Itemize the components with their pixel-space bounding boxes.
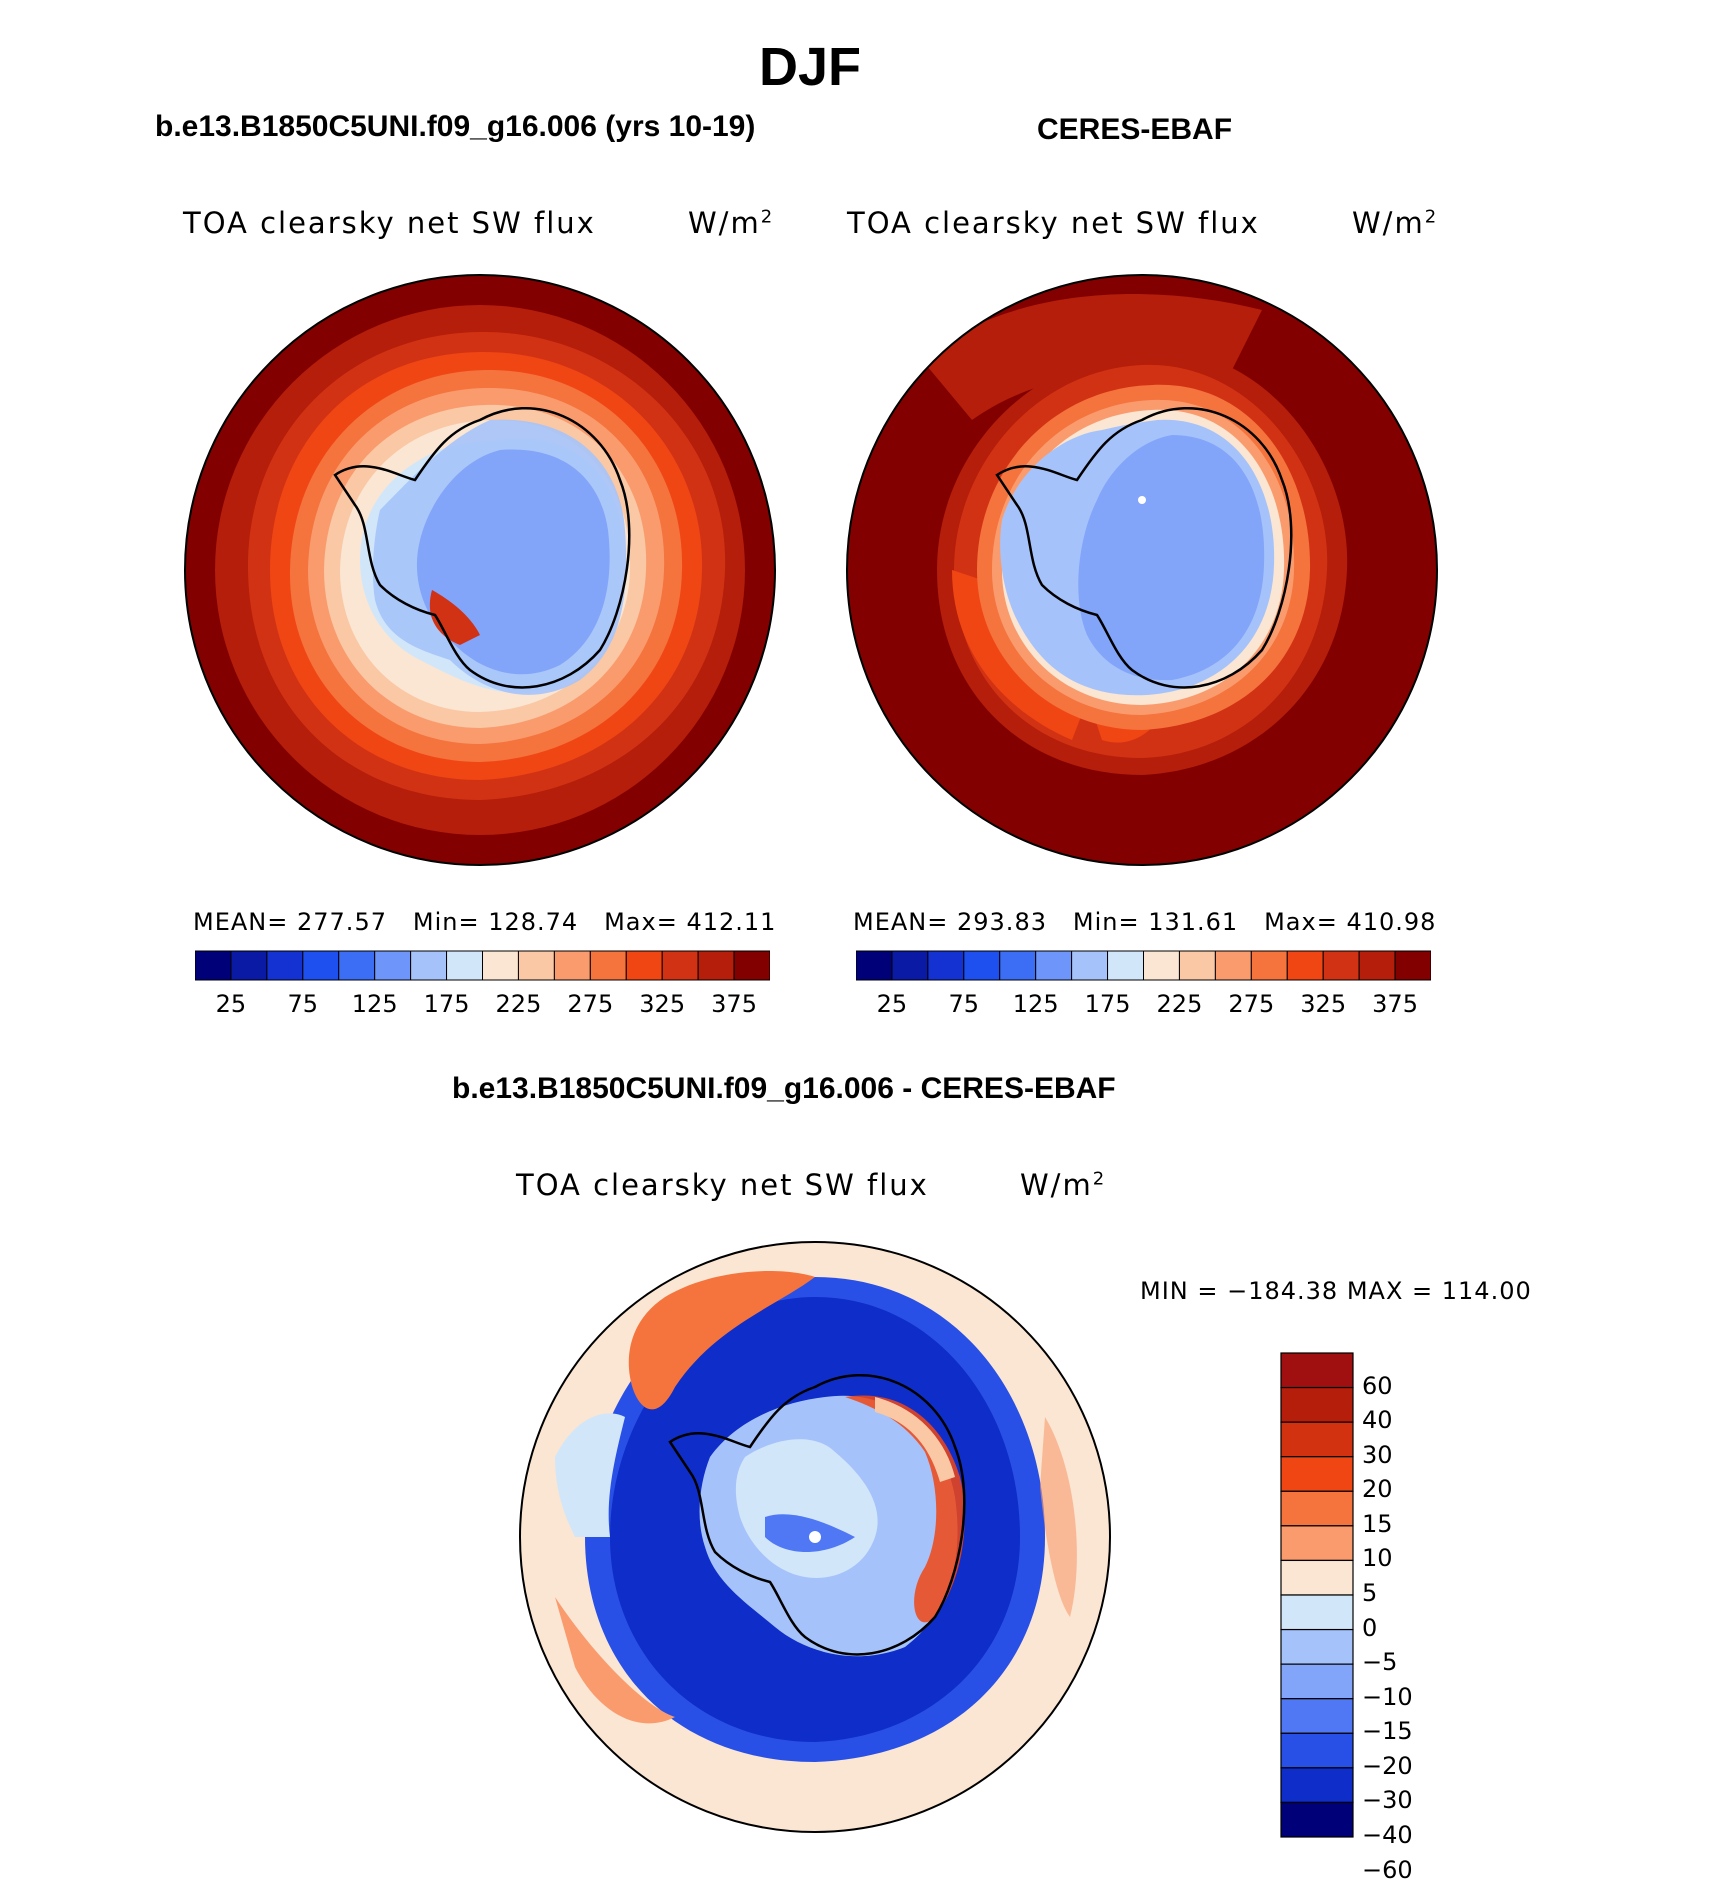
model-colorbar [195,950,770,981]
colorbar-tick-label: 5 [1362,1579,1378,1607]
model-colorbar-ticks: 25 75 125 175 225 275 325 375 [195,990,770,1020]
diff-colorbar-ticks: 60 40 30 20 15 10 5 0 −5 −10 −15 −20 −30 −40 −60 [1362,1352,1482,1884]
colorbar-tick-label: 10 [1362,1544,1393,1573]
colorbar-tick-label: 75 [948,990,980,1018]
colorbar-swatch [1035,950,1073,981]
colorbar-tick-label: 40 [1362,1406,1393,1435]
colorbar-tick-label: 125 [351,990,398,1018]
colorbar-tick-label: 275 [567,990,614,1018]
colorbar-tick-label: 175 [423,990,470,1018]
colorbar-swatch [589,950,627,981]
colorbar-swatch [1280,1594,1354,1631]
obs-colorbar-ticks: 25 75 125 175 225 275 325 375 [856,990,1431,1020]
colorbar-swatch [338,950,376,981]
obs-colorbar [856,950,1431,981]
colorbar-swatch [1214,950,1252,981]
model-stats: MEAN= 277.57 Min= 128.74 Max= 412.11 [193,908,777,936]
colorbar-tick-label: 275 [1228,990,1275,1018]
colorbar-tick-label: −10 [1362,1682,1413,1711]
colorbar-swatch [1280,1352,1354,1389]
colorbar-swatch [999,950,1037,981]
colorbar-tick-label: 60 [1362,1371,1393,1400]
colorbar-tick-label: 375 [711,990,757,1018]
colorbar-tick-label: 225 [1156,990,1203,1018]
figure-title: DJF [758,37,861,97]
obs-units-label: W/m2 [1352,206,1439,240]
colorbar-tick-label: −5 [1362,1648,1398,1677]
colorbar-swatch [625,950,663,981]
colorbar-swatch [1071,950,1109,981]
colorbar-swatch [1280,1525,1354,1562]
colorbar-tick-label: −20 [1362,1751,1413,1780]
model-variable-label: TOA clearsky net SW flux [183,206,596,240]
colorbar-swatch [553,950,591,981]
colorbar-tick-label: 20 [1362,1475,1393,1504]
colorbar-tick-label: −30 [1362,1786,1413,1815]
obs-variable-label: TOA clearsky net SW flux [847,206,1260,240]
colorbar-tick-label: 325 [1300,990,1347,1018]
model-units-label: W/m2 [688,206,775,240]
colorbar-tick-label: 75 [287,990,319,1018]
colorbar-swatch [1280,1663,1354,1700]
colorbar-swatch [230,950,268,981]
colorbar-swatch [1250,950,1288,981]
diff-colorbar [1280,1352,1354,1838]
colorbar-swatch [1178,950,1216,981]
colorbar-swatch [927,950,965,981]
colorbar-swatch [1280,1801,1354,1838]
colorbar-swatch [661,950,699,981]
colorbar-tick-label: 25 [215,990,247,1018]
colorbar-swatch [1280,1767,1354,1804]
colorbar-swatch [697,950,735,981]
colorbar-tick-label: −40 [1362,1821,1413,1849]
diff-panel-title: b.e13.B1850C5UNI.f09_g16.006 - CERES-EBA… [452,1072,1116,1105]
colorbar-tick-label: −15 [1362,1717,1413,1746]
colorbar-swatch [1280,1628,1354,1665]
colorbar-tick-label: 15 [1362,1509,1393,1538]
colorbar-swatch [1280,1698,1354,1734]
obs-panel-title: CERES-EBAF [1037,113,1233,146]
colorbar-swatch [410,950,448,981]
colorbar-tick-label: 375 [1372,990,1418,1018]
colorbar-swatch [1358,950,1396,981]
colorbar-swatch [1280,1386,1354,1423]
obs-stats: MEAN= 293.83 Min= 131.61 Max= 410.98 [853,908,1437,936]
colorbar-swatch [446,950,483,981]
colorbar-swatch [856,950,893,981]
colorbar-tick-label: 125 [1012,990,1059,1018]
colorbar-swatch [1280,1559,1354,1596]
obs-polar-map [846,274,1438,866]
colorbar-swatch [482,950,519,981]
colorbar-swatch [195,950,232,981]
colorbar-swatch [1280,1456,1354,1492]
colorbar-tick-label: 175 [1084,990,1131,1018]
diff-units-label: W/m2 [1020,1168,1107,1202]
colorbar-tick-label: 225 [495,990,542,1018]
model-polar-map [184,274,776,866]
colorbar-swatch [963,950,1001,981]
colorbar-swatch [374,950,412,981]
colorbar-swatch [1143,950,1180,981]
colorbar-swatch [1107,950,1144,981]
colorbar-swatch [1322,950,1360,981]
colorbar-tick-label: 0 [1362,1613,1378,1642]
colorbar-tick-label: −60 [1362,1855,1413,1884]
colorbar-swatch [266,950,304,981]
colorbar-tick-label: 30 [1362,1440,1393,1469]
colorbar-swatch [1286,950,1324,981]
colorbar-swatch [1280,1732,1354,1769]
colorbar-swatch [517,950,555,981]
colorbar-swatch [1394,950,1431,981]
colorbar-swatch [733,950,770,981]
diff-minmax: MIN = −184.38 MAX = 114.00 [1140,1277,1532,1305]
diff-variable-label: TOA clearsky net SW flux [516,1168,929,1202]
colorbar-swatch [1280,1421,1354,1458]
colorbar-swatch [891,950,929,981]
diff-polar-map [519,1241,1111,1833]
model-panel-title: b.e13.B1850C5UNI.f09_g16.006 (yrs 10-19) [155,110,756,143]
colorbar-swatch [1280,1490,1354,1527]
colorbar-swatch [302,950,340,981]
colorbar-tick-label: 25 [876,990,908,1018]
colorbar-tick-label: 325 [639,990,686,1018]
